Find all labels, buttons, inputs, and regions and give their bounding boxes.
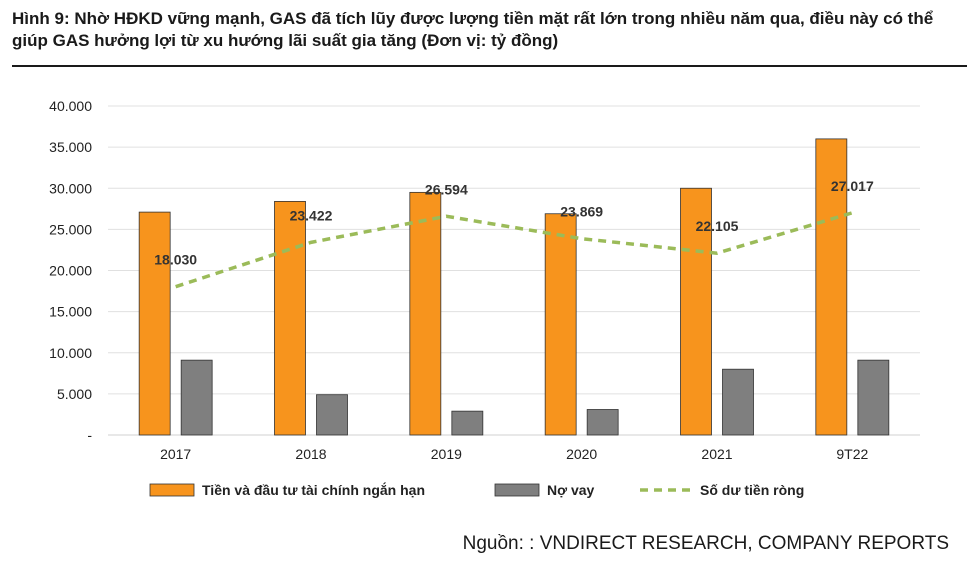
x-tick-label: 2021 [701,446,732,462]
y-tick-label: 25.000 [49,221,92,237]
y-tick-label: 40.000 [49,98,92,114]
legend-label: Tiền và đầu tư tài chính ngắn hạn [202,481,425,498]
y-tick-label: 15.000 [49,304,92,320]
chart: - 5.000 10.000 15.000 20.000 25.000 30.000 35.0… [49,98,920,498]
data-label: 23.869 [560,204,603,220]
data-label: 23.422 [290,207,333,223]
bar-debt [586,409,619,436]
legend-label: Nợ vay [547,482,595,498]
legend-swatch [149,483,195,497]
source-note: Nguồn: : VNDIRECT RESEARCH, COMPANY REPO… [462,533,949,554]
bar-cash [274,201,306,436]
data-label: 27.017 [831,178,874,194]
y-tick-label: 5.000 [57,386,92,402]
title-divider [12,65,967,67]
data-label: 26.594 [425,181,468,197]
x-tick-label: 2019 [431,446,462,462]
x-tick-label: 2020 [566,446,597,462]
y-tick-label: - [87,427,92,443]
legend-label: Số dư tiền ròng [700,482,804,498]
bar-cash [138,211,171,436]
data-label: 18.030 [154,252,197,268]
data-label: 22.105 [696,218,739,234]
bar-cash [680,187,712,436]
bar-debt [857,359,890,436]
y-tick-label: 20.000 [49,263,92,279]
y-tick-label: 35.000 [49,139,92,155]
bar-cash [409,191,442,436]
y-tick-label: 30.000 [49,180,92,196]
y-tick-label: 10.000 [49,345,92,361]
x-tick-label: 2017 [160,446,191,462]
x-tick-label: 9T22 [836,446,868,462]
bar-cash [815,138,848,436]
legend-swatch [494,483,540,497]
bar-debt [722,368,754,436]
line-net-cash [175,211,853,289]
bar-debt [180,359,213,436]
x-tick-label: 2018 [295,446,326,462]
bar-debt [451,410,484,436]
bar-cash [544,213,577,436]
bar-debt [316,394,348,436]
figure-title: Hình 9: Nhờ HĐKD vững mạnh, GAS đã tích … [12,9,934,50]
